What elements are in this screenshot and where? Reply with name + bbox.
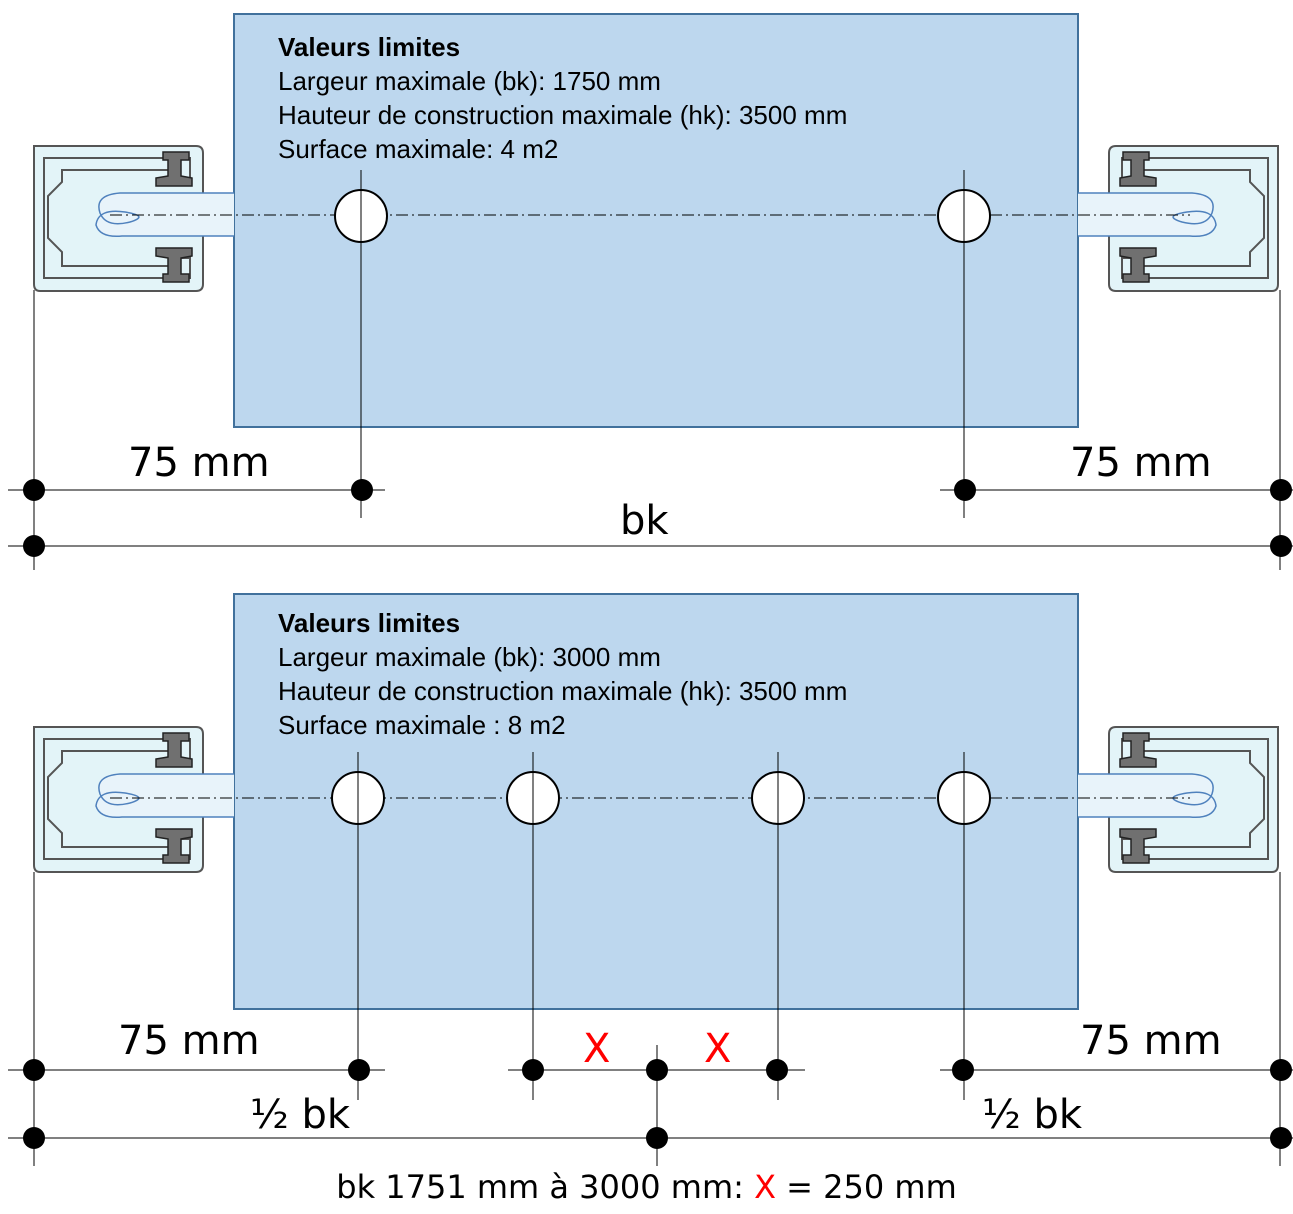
top-dim-left-label: 75 mm: [128, 440, 270, 486]
top-right-rail-profile: [1077, 145, 1279, 292]
bottom-half-right-label: ½ bk: [982, 1092, 1083, 1138]
footer-note: bk 1751 mm à 3000 mm: X = 250 mm: [0, 1168, 1293, 1206]
top-limit-line: Hauteur de construction maximale (hk): 3…: [278, 100, 848, 130]
top-left-rail-profile: [33, 145, 235, 292]
bottom-right-rail-profile: [1077, 726, 1279, 873]
bottom-left-rail-profile: [33, 726, 235, 873]
top-limit-values: Valeurs limites Largeur maximale (bk): 1…: [278, 30, 847, 166]
top-dim-right-label: 75 mm: [1070, 440, 1212, 486]
bottom-limit-line: Largeur maximale (bk): 3000 mm: [278, 642, 661, 672]
bottom-limit-line: Hauteur de construction maximale (hk): 3…: [278, 676, 848, 706]
bottom-limit-values: Valeurs limites Largeur maximale (bk): 3…: [278, 606, 847, 742]
footer-suffix: = 250 mm: [776, 1168, 957, 1206]
bottom-limit-title: Valeurs limites: [278, 608, 461, 638]
bottom-dim-left-label: 75 mm: [118, 1018, 260, 1064]
top-limit-line: Largeur maximale (bk): 1750 mm: [278, 66, 661, 96]
bottom-half-left-label: ½ bk: [250, 1092, 351, 1138]
bottom-x-left-label: X: [583, 1026, 611, 1072]
top-limit-title: Valeurs limites: [278, 32, 461, 62]
footer-x: X: [754, 1168, 776, 1206]
bottom-limit-line: Surface maximale : 8 m2: [278, 710, 566, 740]
footer-prefix: bk 1751 mm à 3000 mm:: [336, 1168, 755, 1206]
bottom-dim-right-label: 75 mm: [1080, 1018, 1222, 1064]
top-dim-total-label: bk: [620, 498, 669, 544]
top-limit-line: Surface maximale: 4 m2: [278, 134, 559, 164]
bottom-x-right-label: X: [704, 1026, 732, 1072]
